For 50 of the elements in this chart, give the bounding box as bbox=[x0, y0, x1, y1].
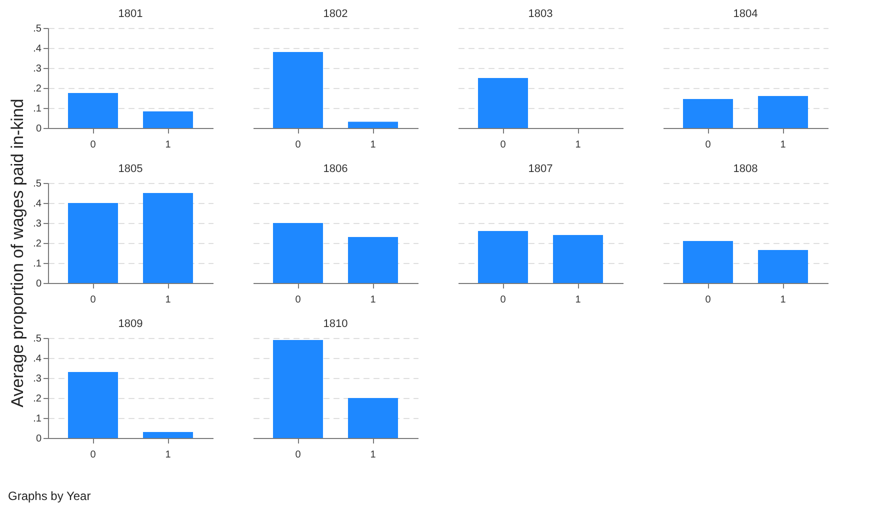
x-tick-label: 0 bbox=[90, 294, 96, 306]
chart-title: 1801 bbox=[118, 8, 143, 20]
x-tick-label: 1 bbox=[575, 140, 582, 150]
y-tick-label: .4 bbox=[33, 354, 42, 364]
x-tick-label: 0 bbox=[705, 294, 712, 306]
x-tick-label: 0 bbox=[295, 450, 302, 460]
x-tick-label: 1 bbox=[165, 450, 172, 460]
y-tick-label: 0 bbox=[36, 278, 42, 290]
y-tick-label: .3 bbox=[33, 64, 42, 74]
y-tick-label: .1 bbox=[33, 104, 42, 114]
y-tick-label: 0 bbox=[36, 434, 42, 444]
x-tick-label: 0 bbox=[705, 140, 712, 150]
x-tick-label: 1 bbox=[370, 140, 376, 150]
y-tick-label: .1 bbox=[33, 258, 42, 270]
y-tick-label: .3 bbox=[33, 218, 42, 230]
y-tick-label: .3 bbox=[33, 374, 42, 384]
y-tick-label: .2 bbox=[33, 238, 42, 250]
y-tick-label: .1 bbox=[33, 414, 42, 424]
chart-title: 1809 bbox=[118, 318, 143, 330]
chart-title: 1805 bbox=[118, 163, 143, 175]
chart-title: 1807 bbox=[528, 163, 553, 175]
y-tick-label: .2 bbox=[33, 84, 42, 94]
x-tick-label: 0 bbox=[500, 294, 506, 306]
text: Graphs by Year bbox=[8, 489, 91, 503]
y-tick-label: .4 bbox=[33, 44, 42, 54]
x-tick-label: 1 bbox=[780, 294, 786, 306]
chart-title: 1808 bbox=[733, 163, 758, 175]
x-tick-label: 1 bbox=[575, 294, 582, 306]
y-tick-label: .5 bbox=[33, 24, 42, 34]
y-tick-label: .5 bbox=[33, 334, 42, 344]
x-tick-label: 0 bbox=[90, 450, 96, 460]
chart-title: 1804 bbox=[733, 8, 758, 20]
chart-title: 1810 bbox=[323, 318, 348, 330]
x-tick-label: 1 bbox=[165, 140, 172, 150]
y-tick-label: .2 bbox=[33, 394, 42, 404]
chart-title: 1806 bbox=[323, 163, 348, 175]
x-tick-label: 0 bbox=[295, 140, 302, 150]
x-tick-label: 1 bbox=[165, 294, 172, 306]
x-tick-label: 0 bbox=[500, 140, 506, 150]
y-tick-label: .5 bbox=[33, 178, 42, 190]
x-tick-label: 0 bbox=[90, 140, 96, 150]
chart-title: 1803 bbox=[528, 8, 553, 20]
y-tick-label: .4 bbox=[33, 198, 42, 210]
x-tick-label: 0 bbox=[295, 294, 302, 306]
chart-title: 1802 bbox=[323, 8, 348, 20]
y-axis-title: Average proportion of wages paid in-kind bbox=[8, 98, 27, 408]
x-tick-label: 1 bbox=[370, 294, 376, 306]
y-tick-label: 0 bbox=[36, 124, 42, 134]
x-tick-label: 1 bbox=[780, 140, 786, 150]
x-tick-label: 1 bbox=[370, 450, 376, 460]
